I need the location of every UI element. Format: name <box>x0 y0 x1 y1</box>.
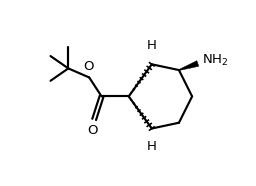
Polygon shape <box>179 61 199 70</box>
Text: H: H <box>147 39 157 52</box>
Text: H: H <box>147 140 157 153</box>
Text: NH$_2$: NH$_2$ <box>202 53 228 68</box>
Text: O: O <box>83 60 94 73</box>
Text: O: O <box>87 124 98 137</box>
